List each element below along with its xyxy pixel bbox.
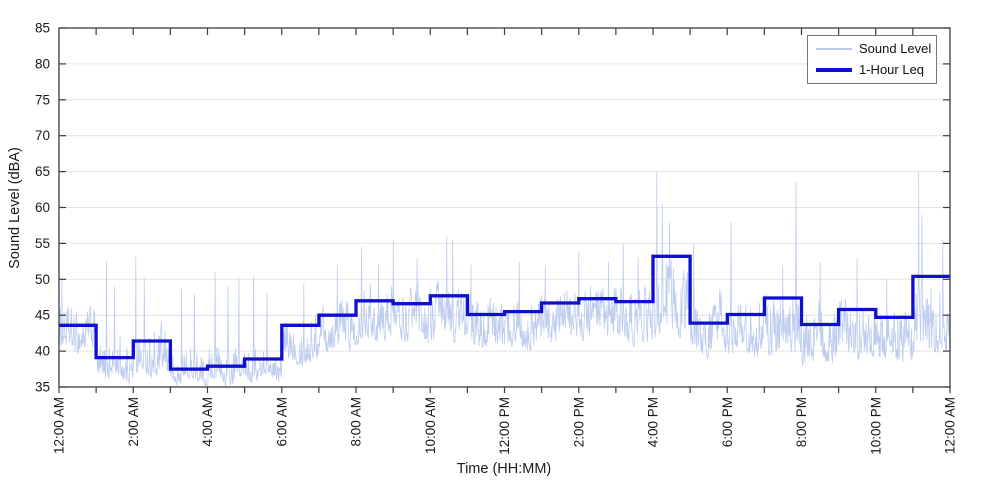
y-tick-label: 60 [35, 200, 50, 215]
x-tick-label: 12:00 AM [943, 397, 958, 454]
y-tick-label: 40 [35, 344, 50, 359]
y-tick-label: 50 [35, 272, 50, 287]
x-tick-label: 4:00 AM [200, 397, 215, 447]
leq-line-sample [816, 67, 852, 72]
sound-level-series [59, 171, 951, 387]
sound-level-line-sample [816, 47, 852, 50]
axis-ticks [58, 27, 951, 393]
y-tick-label: 80 [35, 56, 50, 71]
axis-tick-labels: 35 40 45 50 55 60 65 70 75 80 85 12:00 AM 2:00 AM 4:0… [35, 21, 958, 455]
gridlines [59, 63, 950, 352]
y-tick-label: 70 [35, 128, 50, 143]
y-tick-label: 65 [35, 164, 50, 179]
y-axis-label: Sound Level (dBA) [7, 147, 23, 269]
legend-box[interactable]: Sound Level 1-Hour Leq [807, 35, 937, 84]
data-series [59, 171, 951, 387]
x-tick-label: 10:00 AM [423, 397, 438, 454]
x-tick-label: 8:00 AM [349, 397, 364, 447]
y-tick-label: 55 [35, 236, 50, 251]
x-tick-label: 8:00 PM [794, 397, 809, 447]
legend-item-sound-level[interactable]: Sound Level [816, 41, 932, 56]
x-tick-label: 2:00 AM [126, 397, 141, 447]
y-tick-label: 75 [35, 92, 50, 107]
x-tick-label: 6:00 AM [274, 397, 289, 447]
legend-item-1hour-leq[interactable]: 1-Hour Leq [816, 62, 928, 77]
x-tick-label: 10:00 PM [868, 397, 883, 455]
x-tick-label: 2:00 PM [571, 397, 586, 447]
x-tick-label: 6:00 PM [720, 397, 735, 447]
legend-label-sound-level: Sound Level [859, 41, 932, 56]
y-tick-label: 35 [35, 380, 50, 395]
legend-label-1hour-leq: 1-Hour Leq [859, 62, 925, 77]
y-tick-label: 45 [35, 308, 50, 323]
x-tick-label: 4:00 PM [646, 397, 661, 447]
leq-step-series [59, 254, 950, 371]
x-axis-label: Time (HH:MM) [457, 461, 552, 477]
x-tick-label: 12:00 PM [497, 397, 512, 455]
x-tick-label: 12:00 AM [52, 397, 67, 454]
y-tick-label: 85 [35, 21, 50, 36]
